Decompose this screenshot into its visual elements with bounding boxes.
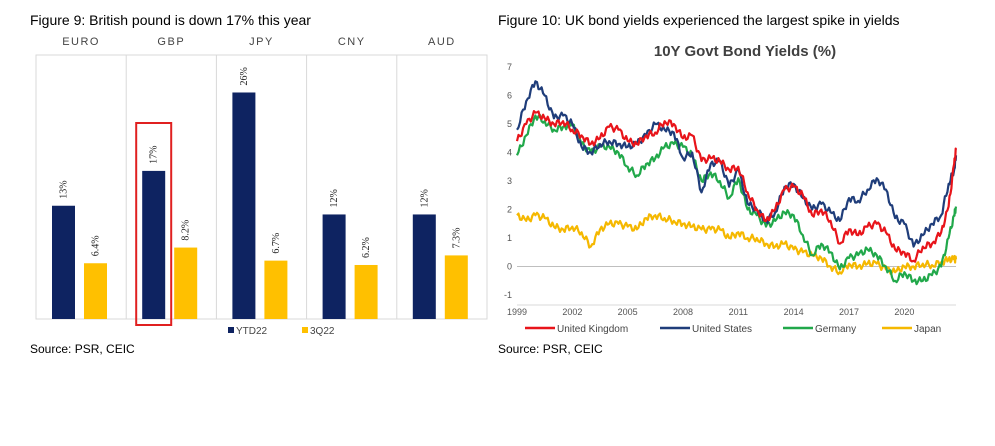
category-label-aud: AUD: [428, 36, 456, 48]
plot-frame: [35, 54, 488, 320]
figure-9-title: Figure 9: British pound is down 17% this…: [30, 12, 311, 28]
category-label-euro: EURO: [62, 36, 100, 48]
bar-3q22-gbp: [174, 247, 198, 319]
data-label-ytd22-euro: 13%: [59, 180, 70, 198]
data-label-ytd22-gbp: 17%: [149, 146, 160, 164]
data-label-3q22-jpy: 6.7%: [271, 233, 282, 254]
legend-label-ytd22: YTD22: [236, 326, 268, 337]
bar-3q22-jpy: [264, 260, 288, 319]
legend-label-3q22: 3Q22: [310, 326, 335, 337]
figure-9-source: Source: PSR, CEIC: [30, 342, 135, 356]
data-label-3q22-euro: 6.4%: [91, 235, 102, 256]
bar-ytd22-aud: [412, 214, 436, 319]
bar-3q22-aud: [444, 255, 468, 319]
data-label-3q22-aud: 7.3%: [451, 228, 462, 249]
legend-swatch-ytd22: [228, 327, 234, 333]
bar-3q22-cny: [354, 264, 378, 319]
bar-ytd22-cny: [322, 214, 346, 319]
highlight-box-gbp: [135, 122, 173, 326]
bar-ytd22-euro: [52, 205, 75, 319]
category-label-jpy: JPY: [249, 36, 274, 48]
category-label-cny: CNY: [338, 36, 366, 48]
category-label-gbp: GBP: [157, 36, 185, 48]
bar-ytd22-gbp: [142, 170, 166, 319]
bar-ytd22-jpy: [232, 92, 256, 319]
data-label-3q22-gbp: 8.2%: [181, 220, 192, 241]
bar-3q22-euro: [84, 263, 107, 319]
figure-10-title: Figure 10: UK bond yields experienced th…: [498, 12, 900, 28]
data-label-3q22-cny: 6.2%: [361, 237, 372, 258]
figure-10-source: Source: PSR, CEIC: [498, 342, 603, 356]
legend-swatch-3q22: [302, 327, 308, 333]
data-label-ytd22-jpy: 26%: [239, 67, 250, 85]
data-label-ytd22-aud: 12%: [419, 189, 430, 207]
data-label-ytd22-cny: 12%: [329, 189, 340, 207]
